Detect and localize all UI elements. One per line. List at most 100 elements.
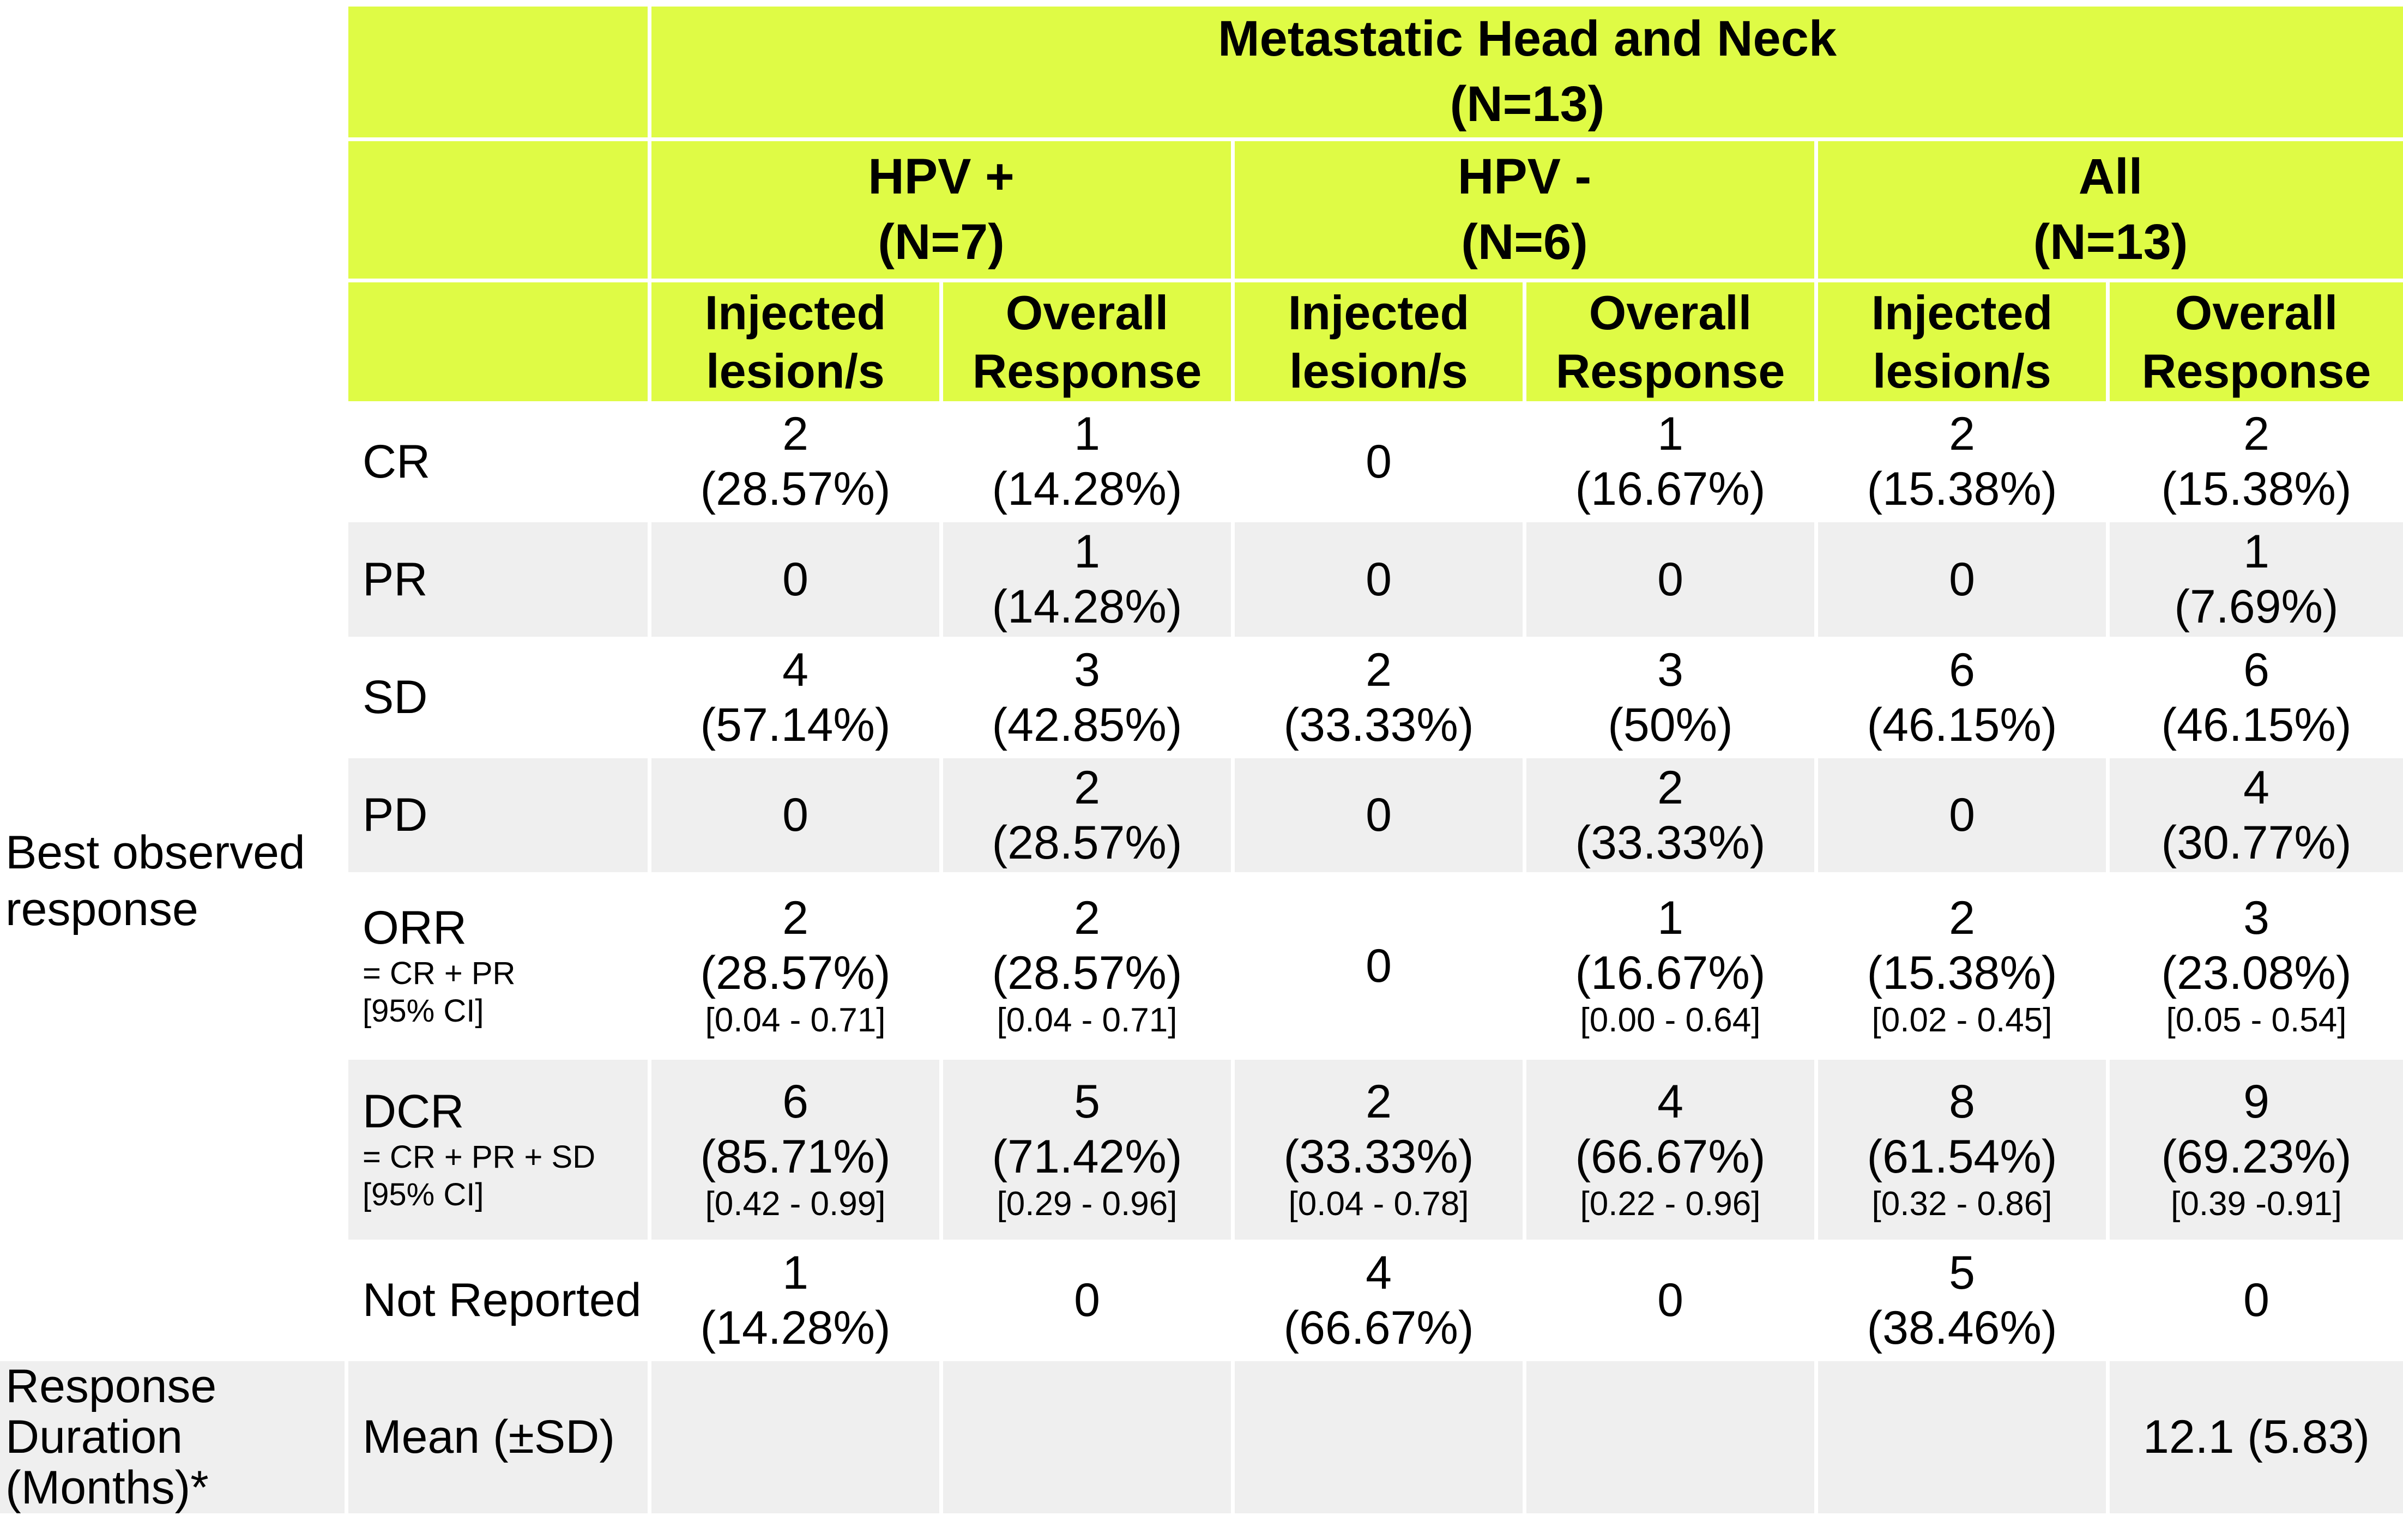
cell-percent: (57.14%) [700,698,891,751]
table-cell: 2 (33.33%) [0.04 - 0.78] [1235,1060,1523,1240]
table-cell: 6 (46.15%) [1818,641,2106,754]
cell-percent: (46.15%) [2161,698,2352,751]
cell-percent: (33.33%) [1575,816,1766,869]
table-title-line: Metastatic Head and Neck [1217,11,1837,67]
cell-percent: (28.57%) [700,463,891,515]
row-label-sd: SD [348,641,648,754]
table-cell: 0 [1235,876,1523,1056]
table-cell: 0 [1235,405,1523,518]
cell-count: 4 [1657,1076,1683,1128]
cell-count: 2 [1657,761,1683,814]
column-header-line: Response [1555,344,1785,398]
cell-ci: [0.22 - 0.96] [1580,1185,1761,1223]
column-header-overall-response: Overall Response [2110,282,2403,401]
cell-count: 2 [782,408,808,461]
cell-count: 0 [1949,553,1975,606]
cell-percent: (28.57%) [700,946,891,999]
cell-count: 1 [782,1246,808,1299]
column-header-line: Injected [704,285,886,340]
cell-percent: (66.67%) [1575,1130,1766,1183]
table-cell: 3 (50%) [1526,641,1814,754]
cell-count: 0 [1657,1274,1683,1327]
row-label-formula: = CR + PR [363,955,516,991]
section-label-response-duration: Response Duration (Months)* [0,1361,345,1513]
row-label-text: Mean (±SD) [363,1411,615,1464]
table-cell: 4 (30.77%) [2110,758,2403,872]
table-cell: 12.1 (5.83) [2110,1361,2403,1513]
cell-count: 4 [782,643,808,696]
cell-count: 4 [2243,761,2269,814]
cell-percent: (46.15%) [1867,698,2057,751]
table-cell: 2 (15.38%) [2110,405,2403,518]
cell-count: 0 [1366,435,1392,488]
cell-count: 2 [1074,892,1100,945]
group-header-line: (N=13) [2033,214,2188,270]
row-label-formula: = CR + PR + SD [363,1139,596,1175]
column-header-line: Overall [2175,285,2338,340]
cell-percent: (42.85%) [992,698,1182,751]
cell-count: 5 [1949,1246,1975,1299]
table-cell: 0 [2110,1243,2403,1357]
table-cell: 5 (71.42%) [0.29 - 0.96] [943,1060,1231,1240]
cell-percent: (15.38%) [1867,463,2057,515]
row-label-text: DCR [363,1085,464,1138]
table-cell: 6 (85.71%) [0.42 - 0.99] [651,1060,939,1240]
cell-count: 6 [1949,643,1975,696]
cell-ci: [0.04 - 0.71] [997,1001,1178,1040]
label-col-header-spacer-3 [348,282,648,401]
column-header-line: Injected [1871,285,2053,340]
cell-count: 2 [1366,643,1392,696]
cell-count: 2 [1949,408,1975,461]
cell-count: 3 [1074,643,1100,696]
cell-ci: [0.02 - 0.45] [1871,1001,2052,1040]
section-label-line: response [5,883,198,935]
cell-percent: (50%) [1608,698,1733,751]
table-cell: 6 (46.15%) [2110,641,2403,754]
cell-percent: (85.71%) [700,1130,891,1183]
cell-count: 5 [1074,1076,1100,1128]
section-label-best-observed-response: Best observed response [0,405,345,1357]
cell-count: 1 [1074,526,1100,578]
table-cell: 2 (15.38%) [0.02 - 0.45] [1818,876,2106,1056]
table-cell [943,1361,1231,1513]
row-label-orr: ORR = CR + PR [95% CI] [348,876,648,1056]
table-cell: 0 [943,1243,1231,1357]
cell-percent: (69.23%) [2161,1130,2352,1183]
table-cell [1526,1361,1814,1513]
row-label-dcr: DCR = CR + PR + SD [95% CI] [348,1060,648,1240]
table-title-line: (N=13) [1450,76,1605,132]
section-label-line: Response [5,1360,217,1413]
table-cell: 0 [1818,522,2106,637]
column-header-overall-response: Overall Response [943,282,1231,401]
cell-count: 1 [1657,892,1683,945]
table-cell: 1 (16.67%) [0.00 - 0.64] [1526,876,1814,1056]
table-cell: 2 (15.38%) [1818,405,2106,518]
table-cell: 1 (16.67%) [1526,405,1814,518]
row-label-ci-note: [95% CI] [363,993,484,1029]
cell-count: 0 [1366,789,1392,842]
column-header-line: lesion/s [1289,344,1468,398]
cell-percent: (71.42%) [992,1130,1182,1183]
cell-percent: (14.28%) [992,581,1182,633]
table-cell: 1 (14.28%) [943,405,1231,518]
row-label-text: SD [363,671,428,724]
cell-ci: [0.04 - 0.78] [1288,1185,1469,1223]
cell-count: 8 [1949,1076,1975,1128]
cell-count: 0 [1366,553,1392,606]
table-cell: 0 [1818,758,2106,872]
group-header-all: All (N=13) [1818,141,2403,279]
column-header-line: Response [972,344,1202,398]
label-col-header-spacer-1 [348,7,648,137]
column-header-injected-lesions: Injected lesion/s [651,282,939,401]
cell-count: 6 [2243,643,2269,696]
label-col-header-spacer-2 [348,141,648,279]
table-cell: 3 (42.85%) [943,641,1231,754]
table-cell: 9 (69.23%) [0.39 -0.91] [2110,1060,2403,1240]
table-cell: 5 (38.46%) [1818,1243,2106,1357]
table-cell: 0 [1526,1243,1814,1357]
cell-percent: (28.57%) [992,946,1182,999]
table-cell: 2 (33.33%) [1235,641,1523,754]
cell-count: 2 [1074,761,1100,814]
cell-percent: (14.28%) [700,1301,891,1354]
row-label-ci-note: [95% CI] [363,1177,484,1213]
